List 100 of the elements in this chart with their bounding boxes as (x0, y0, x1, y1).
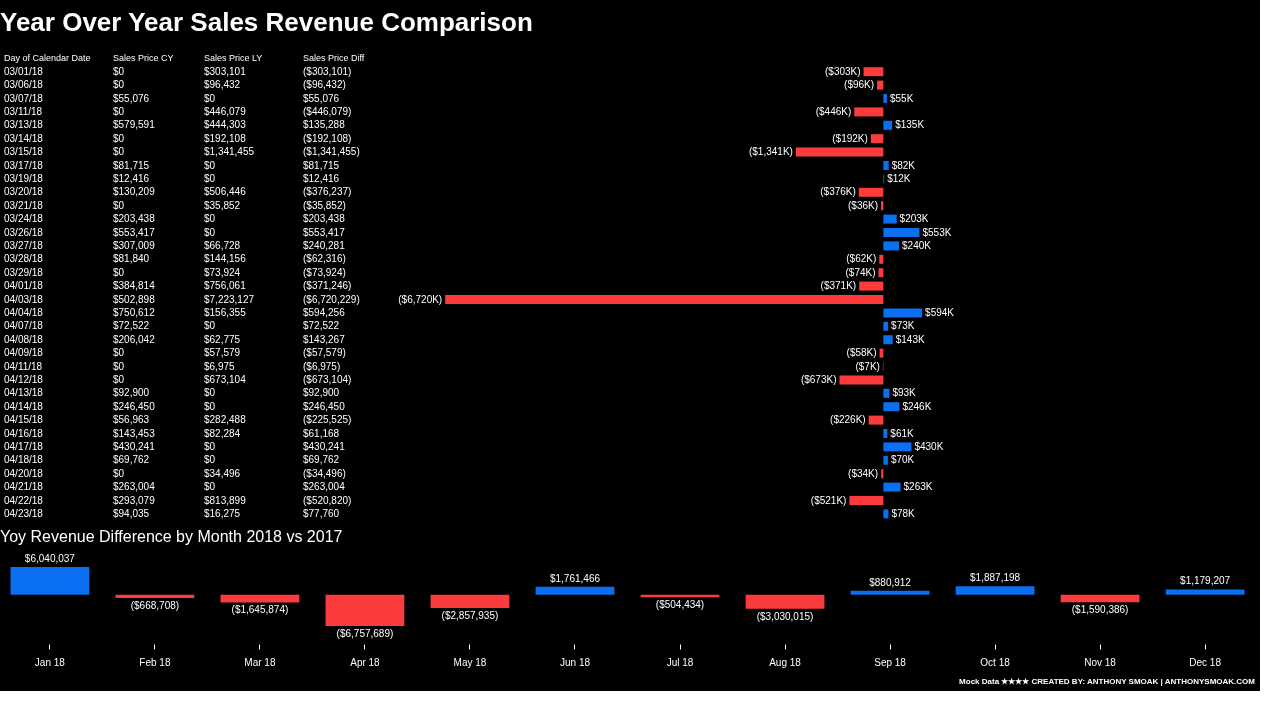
bar (883, 120, 893, 130)
bar (854, 107, 884, 117)
y-tick-label: 03/15/18 (4, 146, 44, 158)
text: $7,223,127 (204, 293, 255, 305)
text: $0 (204, 320, 216, 332)
text: $57,579 (204, 347, 241, 359)
bar (883, 429, 888, 438)
y-tick-label: 03/29/18 (4, 266, 44, 278)
text: $55,076 (303, 92, 340, 104)
text: $82,284 (204, 427, 241, 439)
text: $0 (204, 159, 216, 171)
bar (883, 509, 889, 519)
text: $293,079 (113, 494, 155, 506)
y-tick-label: 04/08/18 (4, 333, 44, 345)
x-tick-label: Jun 18 (559, 656, 591, 668)
text: $0 (113, 132, 125, 144)
data-label: $82K (891, 159, 916, 171)
data-label: ($376K) (820, 186, 856, 198)
bar (868, 415, 884, 425)
data-label: $12K (887, 172, 911, 184)
category-label: Sales Price Diff (303, 53, 365, 63)
y-tick-label: 04/18/18 (4, 454, 44, 466)
x-tick-label: Jan 18 (34, 656, 66, 668)
data-label: ($521K) (810, 494, 847, 506)
text: ($371,246) (303, 280, 352, 292)
category-label: Sales Price CY (113, 53, 174, 63)
y-tick-label: 03/01/18 (4, 65, 44, 77)
text: $69,762 (113, 454, 150, 466)
data-label: $246K (902, 400, 932, 412)
x-tick-label: Oct 18 (980, 656, 1011, 668)
bar (535, 586, 615, 595)
bar (883, 94, 887, 103)
text: $0 (204, 400, 216, 412)
x-tick-label: Dec 18 (1189, 656, 1222, 668)
bar (883, 308, 923, 318)
bar (883, 442, 912, 452)
data-label: $1,179,207 (1180, 575, 1231, 587)
text: $0 (204, 213, 216, 225)
data-label: $880,912 (869, 576, 912, 588)
data-label: ($3,030,015) (756, 610, 814, 622)
bar (220, 594, 300, 603)
data-label: ($1,341K) (748, 146, 793, 158)
data-label: $594K (925, 306, 955, 318)
text: $203,438 (303, 213, 345, 225)
data-label: ($2,857,935) (441, 610, 499, 622)
text: $135,288 (303, 119, 345, 131)
text: $69,762 (303, 454, 340, 466)
data-label: $93K (892, 387, 917, 399)
text: $246,450 (303, 400, 345, 412)
text: $81,715 (113, 159, 150, 171)
y-tick-label: 03/28/18 (4, 253, 44, 265)
text: $673,104 (204, 373, 246, 385)
text: ($225,525) (303, 414, 352, 426)
y-tick-label: 04/22/18 (4, 494, 44, 506)
text: $12,416 (113, 172, 150, 184)
bar (10, 567, 90, 595)
bar (430, 594, 510, 609)
text: $66,728 (204, 239, 241, 251)
x-tick-label: Mar 18 (244, 656, 276, 668)
text: ($6,975) (303, 360, 341, 372)
y-tick-label: 03/21/18 (4, 199, 44, 211)
text: $0 (113, 105, 125, 117)
text: $384,814 (113, 280, 155, 292)
bar (883, 161, 889, 170)
y-tick-label: 04/14/18 (4, 400, 44, 412)
bar (877, 80, 884, 90)
bar (883, 335, 893, 345)
bar (883, 455, 888, 465)
data-label: ($226K) (830, 414, 866, 426)
text: $506,446 (204, 186, 246, 198)
x-tick-label: Sep 18 (874, 656, 907, 668)
text: $6,975 (204, 360, 235, 372)
data-label: ($62K) (846, 253, 877, 265)
data-label: $6,040,037 (24, 553, 76, 564)
bar (839, 375, 884, 385)
text: $444,303 (204, 119, 246, 131)
y-tick-label: 04/11/18 (4, 360, 43, 372)
text: $813,899 (204, 494, 246, 506)
text: $0 (204, 226, 216, 238)
bar (883, 214, 897, 224)
text: $0 (204, 454, 216, 466)
y-tick-label: 03/17/18 (4, 159, 44, 171)
text: $0 (113, 467, 125, 479)
text: $35,852 (204, 199, 241, 211)
y-tick-label: 03/19/18 (4, 172, 44, 184)
text: $81,840 (113, 253, 150, 265)
text: ($520,820) (303, 494, 352, 506)
data-label: ($96K) (844, 79, 875, 91)
data-label: $143K (895, 333, 925, 345)
y-tick-label: 04/21/18 (4, 481, 44, 493)
bar (849, 496, 884, 505)
text: ($1,341,455) (303, 146, 360, 158)
y-tick-label: 04/09/18 (4, 347, 44, 359)
data-label: ($446K) (815, 105, 852, 117)
text: ($57,579) (303, 347, 346, 359)
text: $72,522 (303, 320, 340, 332)
bar (445, 295, 884, 304)
text: ($673,104) (303, 373, 352, 385)
text: $12,416 (303, 172, 340, 184)
text: ($73,924) (303, 266, 346, 278)
